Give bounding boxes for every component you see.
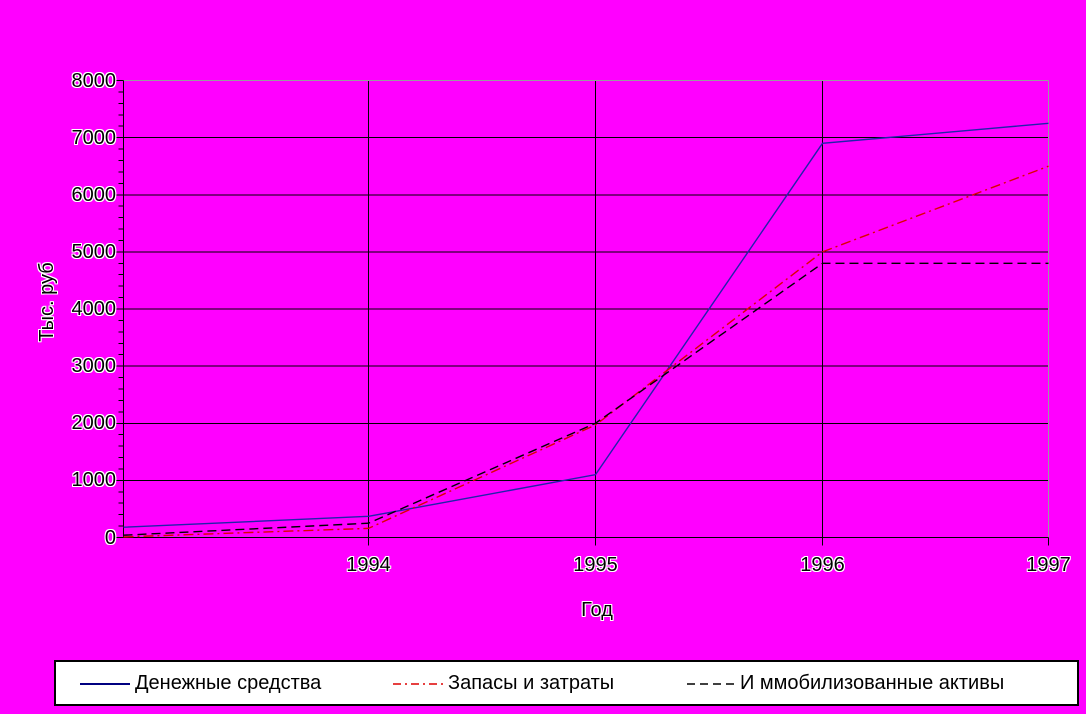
y-tick-label: 1000 bbox=[71, 469, 117, 492]
x-tick-label: 1996 bbox=[800, 554, 845, 576]
legend-line-sample-dashed bbox=[687, 683, 735, 685]
legend-label-cash: Денежные средства bbox=[135, 672, 322, 694]
y-tick-label: 0 bbox=[104, 526, 116, 549]
x-tick-label: 1997 bbox=[1026, 554, 1071, 576]
series-line-0 bbox=[123, 122, 1049, 528]
y-axis-title: Тыс. руб bbox=[36, 262, 58, 342]
legend-line-sample-dash-dot bbox=[393, 683, 443, 685]
legend-line-sample-solid bbox=[80, 683, 130, 685]
x-tick-label: 1995 bbox=[573, 554, 618, 576]
legend-label-immobilized-assets: И ммобилизованные активы bbox=[740, 672, 1005, 694]
y-tick-label: 5000 bbox=[71, 240, 117, 263]
x-tick-label: 1994 bbox=[346, 554, 391, 576]
y-tick-label: 2000 bbox=[71, 412, 117, 435]
x-axis-title: Год bbox=[581, 599, 613, 621]
y-tick-label: 3000 bbox=[71, 355, 117, 378]
y-tick-label: 4000 bbox=[71, 298, 117, 320]
series-line-1 bbox=[123, 165, 1049, 538]
y-tick-label: 8000 bbox=[71, 69, 117, 92]
legend: Денежные средства Запасы и затраты И ммо… bbox=[54, 660, 1079, 706]
y-tick-label: 6000 bbox=[71, 183, 117, 206]
legend-label-inventory: Запасы и затраты bbox=[448, 672, 615, 694]
y-tick-label: 7000 bbox=[71, 126, 117, 149]
series-line-2 bbox=[123, 262, 1049, 536]
